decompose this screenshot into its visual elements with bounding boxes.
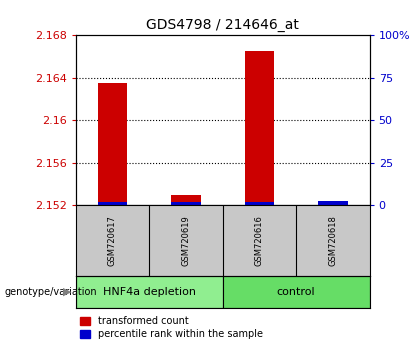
Title: GDS4798 / 214646_at: GDS4798 / 214646_at [146, 18, 299, 32]
Text: HNF4a depletion: HNF4a depletion [102, 287, 196, 297]
Bar [318, 202, 348, 205]
Bar [223, 276, 370, 308]
Text: GSM720619: GSM720619 [181, 215, 190, 266]
Text: GSM720618: GSM720618 [328, 215, 337, 266]
Text: GSM720616: GSM720616 [255, 215, 264, 266]
Bar [97, 202, 127, 205]
Bar [318, 201, 348, 205]
Text: ▶: ▶ [63, 287, 71, 297]
Bar [76, 276, 223, 308]
Bar [244, 202, 274, 205]
Bar [171, 195, 201, 205]
Text: genotype/variation: genotype/variation [4, 287, 97, 297]
Bar [171, 202, 201, 205]
Bar [244, 51, 274, 205]
Legend: transformed count, percentile rank within the sample: transformed count, percentile rank withi… [81, 316, 263, 339]
Text: control: control [277, 287, 315, 297]
Text: GSM720617: GSM720617 [108, 215, 117, 266]
Bar [97, 83, 127, 205]
